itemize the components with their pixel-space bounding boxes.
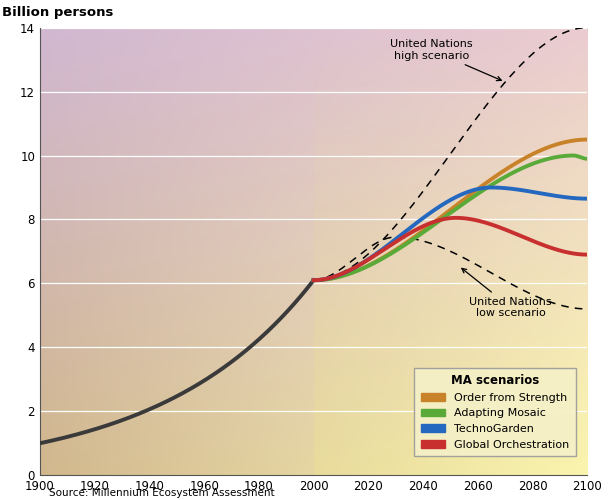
- Text: Source: Millennium Ecosystem Assessment: Source: Millennium Ecosystem Assessment: [49, 488, 274, 498]
- Legend: Order from Strength, Adapting Mosaic, TechnoGarden, Global Orchestration: Order from Strength, Adapting Mosaic, Te…: [414, 368, 576, 456]
- Text: Billion persons: Billion persons: [2, 6, 113, 18]
- Text: United Nations
low scenario: United Nations low scenario: [462, 268, 552, 318]
- Text: United Nations
high scenario: United Nations high scenario: [390, 39, 501, 80]
